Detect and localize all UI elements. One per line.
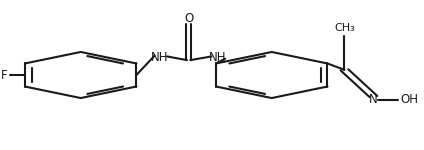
- Text: N: N: [369, 93, 378, 106]
- Text: CH₃: CH₃: [334, 23, 355, 33]
- Text: NH: NH: [209, 51, 226, 64]
- Text: NH: NH: [151, 51, 168, 64]
- Text: O: O: [184, 12, 193, 25]
- Text: F: F: [0, 69, 7, 81]
- Text: OH: OH: [400, 93, 418, 106]
